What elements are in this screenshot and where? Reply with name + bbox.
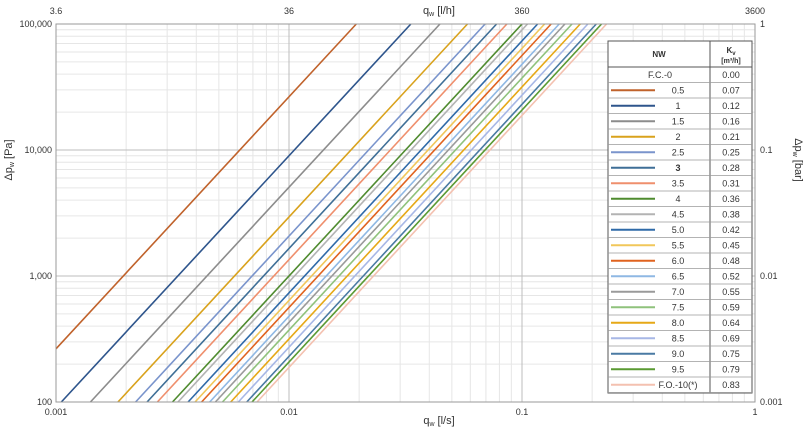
- y-tick-label: 1,000: [29, 271, 52, 281]
- series-line-5.5: [194, 23, 546, 403]
- x-tick-label: 1: [752, 407, 757, 417]
- x-tick-labels: 0.001 0.01 0.1 1: [45, 407, 758, 417]
- legend-series-name: 1: [675, 101, 680, 111]
- series-line-8.0: [230, 23, 581, 403]
- legend-kv-value: 0.69: [722, 333, 740, 343]
- legend-series-name: F.C.-0: [648, 70, 672, 80]
- legend-kv-value: 0.21: [722, 132, 740, 142]
- y2-tick-labels: 0.001 0.01 0.1 1: [760, 19, 783, 407]
- x2-tick-label: 3600: [745, 6, 765, 16]
- legend-kv-value: 0.59: [722, 302, 740, 312]
- legend-series-name: 5.0: [672, 225, 685, 235]
- x2-tick-labels: 3.6 36 360 3600: [50, 6, 765, 16]
- series-line-6.0: [201, 23, 552, 403]
- legend-kv-value: 0.31: [722, 178, 740, 188]
- series-line-8.5: [237, 23, 589, 403]
- legend-kv-value: 0.36: [722, 194, 740, 204]
- series-line-9.5: [251, 23, 603, 403]
- series-line-0.5: [55, 23, 357, 350]
- y-axis-title: Δpw [Pa]: [3, 139, 16, 180]
- legend-header-kv-unit: [m³/h]: [721, 58, 740, 65]
- legend-series-name: 8.5: [672, 333, 685, 343]
- legend-kv-value: 0.55: [722, 287, 740, 297]
- legend-kv-value: 0.38: [722, 209, 740, 219]
- series-line-9.0: [246, 23, 597, 403]
- y-tick-label: 100,000: [19, 19, 52, 29]
- y-tick-labels: 100 1,000 10,000 100,000: [19, 19, 52, 407]
- y2-tick-label: 1: [760, 19, 765, 29]
- legend-series-name: 6.0: [672, 256, 685, 266]
- legend-kv-value: 0.07: [722, 85, 740, 95]
- legend-series-name: 8.0: [672, 318, 685, 328]
- series-line-4: [171, 23, 523, 403]
- legend-kv-value: 0.83: [722, 380, 740, 390]
- legend-kv-value: 0.25: [722, 147, 740, 157]
- x-axis-title: qw [l/s]: [423, 415, 454, 428]
- x2-tick-label: 36: [284, 6, 294, 16]
- legend-series-name: 1.5: [672, 116, 685, 126]
- legend-series-name: 0.5: [672, 85, 685, 95]
- series-line-3: [146, 23, 498, 403]
- series-lines: [55, 23, 608, 403]
- series-line-2.5: [135, 23, 486, 403]
- legend-series-name: F.O.-10(*): [658, 380, 697, 390]
- legend-kv-value: 0.28: [722, 163, 740, 173]
- legend-series-name: 7.0: [672, 287, 685, 297]
- series-line-1.5: [89, 23, 441, 403]
- x2-axis-title: qw [l/h]: [423, 5, 455, 18]
- legend-series-name: 3.5: [672, 178, 685, 188]
- series-line-F.O.-10(*): [256, 23, 608, 403]
- legend-series-name: 6.5: [672, 271, 685, 281]
- y2-tick-label: 0.01: [760, 271, 778, 281]
- legend-header-nw: NW: [652, 50, 666, 59]
- legend-series-name: 2: [675, 132, 680, 142]
- legend-kv-value: 0.48: [722, 256, 740, 266]
- legend-table: NW Kv [m³/h] F.C.-0 0.00 0.5 0.07 1 0.12 1.5 0.…: [607, 40, 753, 394]
- legend-series-name: 3: [675, 163, 680, 173]
- y2-tick-label: 0.001: [760, 397, 783, 407]
- legend-kv-value: 0.75: [722, 349, 740, 359]
- legend-kv-value: 0.64: [722, 318, 740, 328]
- legend-series-name: 4: [675, 194, 680, 204]
- legend-kv-value: 0.16: [722, 116, 740, 126]
- y-tick-label: 10,000: [24, 145, 52, 155]
- series-line-6.5: [209, 23, 560, 403]
- series-line-4.5: [177, 23, 529, 403]
- legend-series-name: 2.5: [672, 147, 685, 157]
- x2-tick-label: 360: [514, 6, 529, 16]
- legend-series-name: 5.5: [672, 240, 685, 250]
- plot-frame: [55, 23, 756, 403]
- legend-rows: F.C.-0 0.00 0.5 0.07 1 0.12 1.5 0.16 2 0.21 2.5 0.2…: [608, 70, 752, 393]
- legend-series-name: 9.0: [672, 349, 685, 359]
- y-tick-label: 100: [37, 397, 52, 407]
- legend-kv-value: 0.00: [722, 70, 740, 80]
- y2-axis-title: Δpw [bar]: [791, 138, 804, 182]
- series-line-7.5: [221, 23, 573, 403]
- x-tick-label: 0.001: [45, 407, 68, 417]
- series-line-2: [117, 23, 469, 403]
- x-tick-label: 0.01: [280, 407, 298, 417]
- y2-tick-label: 0.1: [760, 145, 773, 155]
- series-line-1: [60, 23, 412, 403]
- legend-series-name: 4.5: [672, 209, 685, 219]
- series-line-7.0: [214, 23, 566, 403]
- legend-kv-value: 0.12: [722, 101, 740, 111]
- x-tick-label: 0.1: [516, 407, 529, 417]
- series-line-3.5: [156, 23, 508, 403]
- legend-header-kv: Kv: [726, 46, 736, 57]
- legend-kv-value: 0.45: [722, 240, 740, 250]
- series-line-5.0: [187, 23, 539, 403]
- legend-series-name: 9.5: [672, 364, 685, 374]
- legend-kv-value: 0.79: [722, 364, 740, 374]
- x2-tick-label: 3.6: [50, 6, 63, 16]
- legend-series-name: 7.5: [672, 302, 685, 312]
- legend-kv-value: 0.52: [722, 271, 740, 281]
- legend-kv-value: 0.42: [722, 225, 740, 235]
